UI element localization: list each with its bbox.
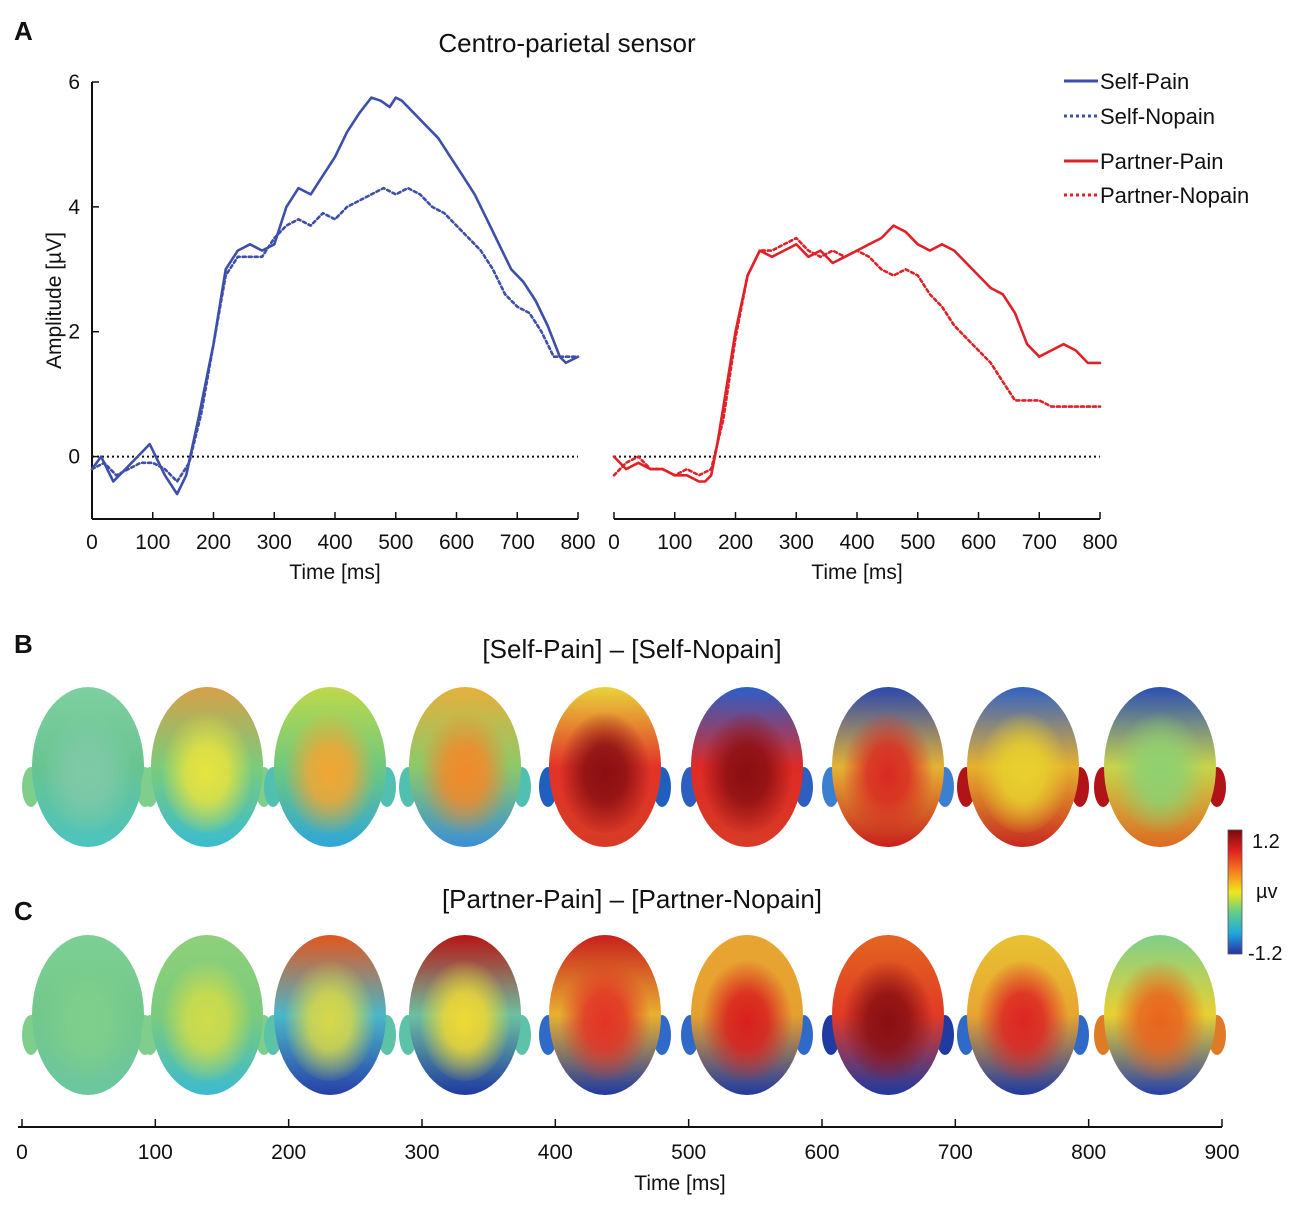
chart-a-title: Centro-parietal sensor [438,28,696,58]
x-tick-label: 500 [900,531,935,554]
head-activation [161,709,253,833]
head-activation [977,709,1069,833]
x-tick-label: 0 [608,531,620,554]
x-tick-label: 600 [961,531,996,554]
series-partner-nopain [612,236,1102,477]
colorbar-gradient [1227,829,1243,955]
topomap-head-c-1 [22,935,154,1095]
head-activation [284,709,376,833]
head-activation [1114,709,1206,833]
topomap-tick-label: 900 [1204,1141,1239,1164]
y-tick-label: 4 [68,196,80,219]
x-tick-label: 700 [500,531,535,554]
head-activation [559,957,651,1081]
x-tick-label: 400 [317,531,352,554]
topomap-head-c-7 [822,935,954,1095]
topomap-tick-label: 200 [271,1141,306,1164]
line-chart-right: 0 100 200 300 400 500 600 700 800 Time [ms] [608,224,1118,584]
topomap-head-c-4 [399,935,531,1095]
x-tick-label: 300 [257,531,292,554]
colorbar-unit-label: µv [1256,881,1278,903]
colorbar-max-label: 1.2 [1252,831,1280,853]
topomap-tick-label: 600 [804,1141,839,1164]
x-tick-label: 100 [135,531,170,554]
colorbar: 1.2 µv -1.2 [1227,829,1282,965]
y-axis-label: Amplitude [µV] [43,232,66,369]
topomap-head-b-1 [22,687,154,847]
x-tick-label: 700 [1022,531,1057,554]
head-activation [977,957,1069,1081]
head-activation [161,957,253,1081]
chart-a: 0 100 200 300 400 500 600 700 800 Time [ms] 0 2 4 6 Am… [43,71,1118,584]
topomap-head-b-9 [1094,687,1226,847]
head-activation [842,709,934,833]
topomap-time-axis: Time [ms] 0 100 200 300 400 500 600 700 800 900 [16,1119,1240,1195]
topomap-row-self [22,687,1226,847]
series-partner-pain [612,224,1102,483]
head-activation [1114,957,1206,1081]
x-axis-label-left: Time [ms] [289,561,380,584]
x-tick-label: 800 [1082,531,1117,554]
x-tick-label: 600 [439,531,474,554]
topomap-head-c-3 [264,935,396,1095]
panel-b-label: B [14,629,33,659]
head-activation [419,957,511,1081]
y-tick-label: 2 [68,321,80,344]
legend-label-self-nopain: Self-Nopain [1100,104,1215,129]
head-activation [559,709,651,833]
legend-label-partner-nopain: Partner-Nopain [1100,183,1249,208]
line-chart-left: 0 100 200 300 400 500 600 700 800 Time [ms] 0 2 4 6 Am… [43,71,596,584]
topomap-tick-label: 500 [671,1141,706,1164]
head-activation [842,957,934,1081]
head-activation [701,957,793,1081]
x-tick-label: 0 [86,531,98,554]
topomap-head-c-8 [957,935,1089,1095]
x-axis-label-right: Time [ms] [811,561,902,584]
panel-b-title: [Self-Pain] – [Self-Nopain] [482,634,781,664]
topomap-axis-label: Time [ms] [634,1172,725,1195]
panel-a-label: A [14,16,33,46]
head-activation [701,709,793,833]
series-self-nopain [90,186,580,483]
topomap-row-partner [22,935,1226,1095]
x-tick-label: 300 [779,531,814,554]
topomap-head-c-2 [141,935,273,1095]
x-tick-label: 500 [378,531,413,554]
topomap-head-b-5 [539,687,671,847]
colorbar-min-label: -1.2 [1248,943,1282,965]
head-activation [42,957,134,1081]
x-tick-label: 800 [560,531,595,554]
x-tick-label: 400 [839,531,874,554]
topomap-tick-label: 400 [538,1141,573,1164]
topomap-tick-label: 100 [138,1141,173,1164]
x-tick-label: 200 [196,531,231,554]
y-tick-label: 0 [68,446,80,469]
x-tick-label: 100 [657,531,692,554]
topomap-head-c-5 [539,935,671,1095]
panel-c-label: C [14,896,33,926]
topomap-head-c-6 [681,935,813,1095]
y-tick-label: 6 [68,71,80,94]
topomap-head-b-8 [957,687,1089,847]
head-activation [42,709,134,833]
series-self-pain [90,96,580,496]
head-activation [284,957,376,1081]
topomap-tick-label: 300 [404,1141,439,1164]
legend: Self-Pain Self-Nopain Partner-Pain Partn… [1064,69,1249,208]
topomap-tick-label: 0 [16,1141,28,1164]
topomap-head-b-7 [822,687,954,847]
panel-c-title: [Partner-Pain] – [Partner-Nopain] [442,884,822,914]
topomap-head-b-2 [141,687,273,847]
legend-label-partner-pain: Partner-Pain [1100,149,1224,174]
head-activation [419,709,511,833]
legend-label-self-pain: Self-Pain [1100,69,1189,94]
topomap-head-c-9 [1094,935,1226,1095]
topomap-head-b-4 [399,687,531,847]
topomap-head-b-3 [264,687,396,847]
topomap-head-b-6 [681,687,813,847]
topomap-tick-label: 800 [1071,1141,1106,1164]
x-tick-label: 200 [718,531,753,554]
topomap-tick-label: 700 [938,1141,973,1164]
